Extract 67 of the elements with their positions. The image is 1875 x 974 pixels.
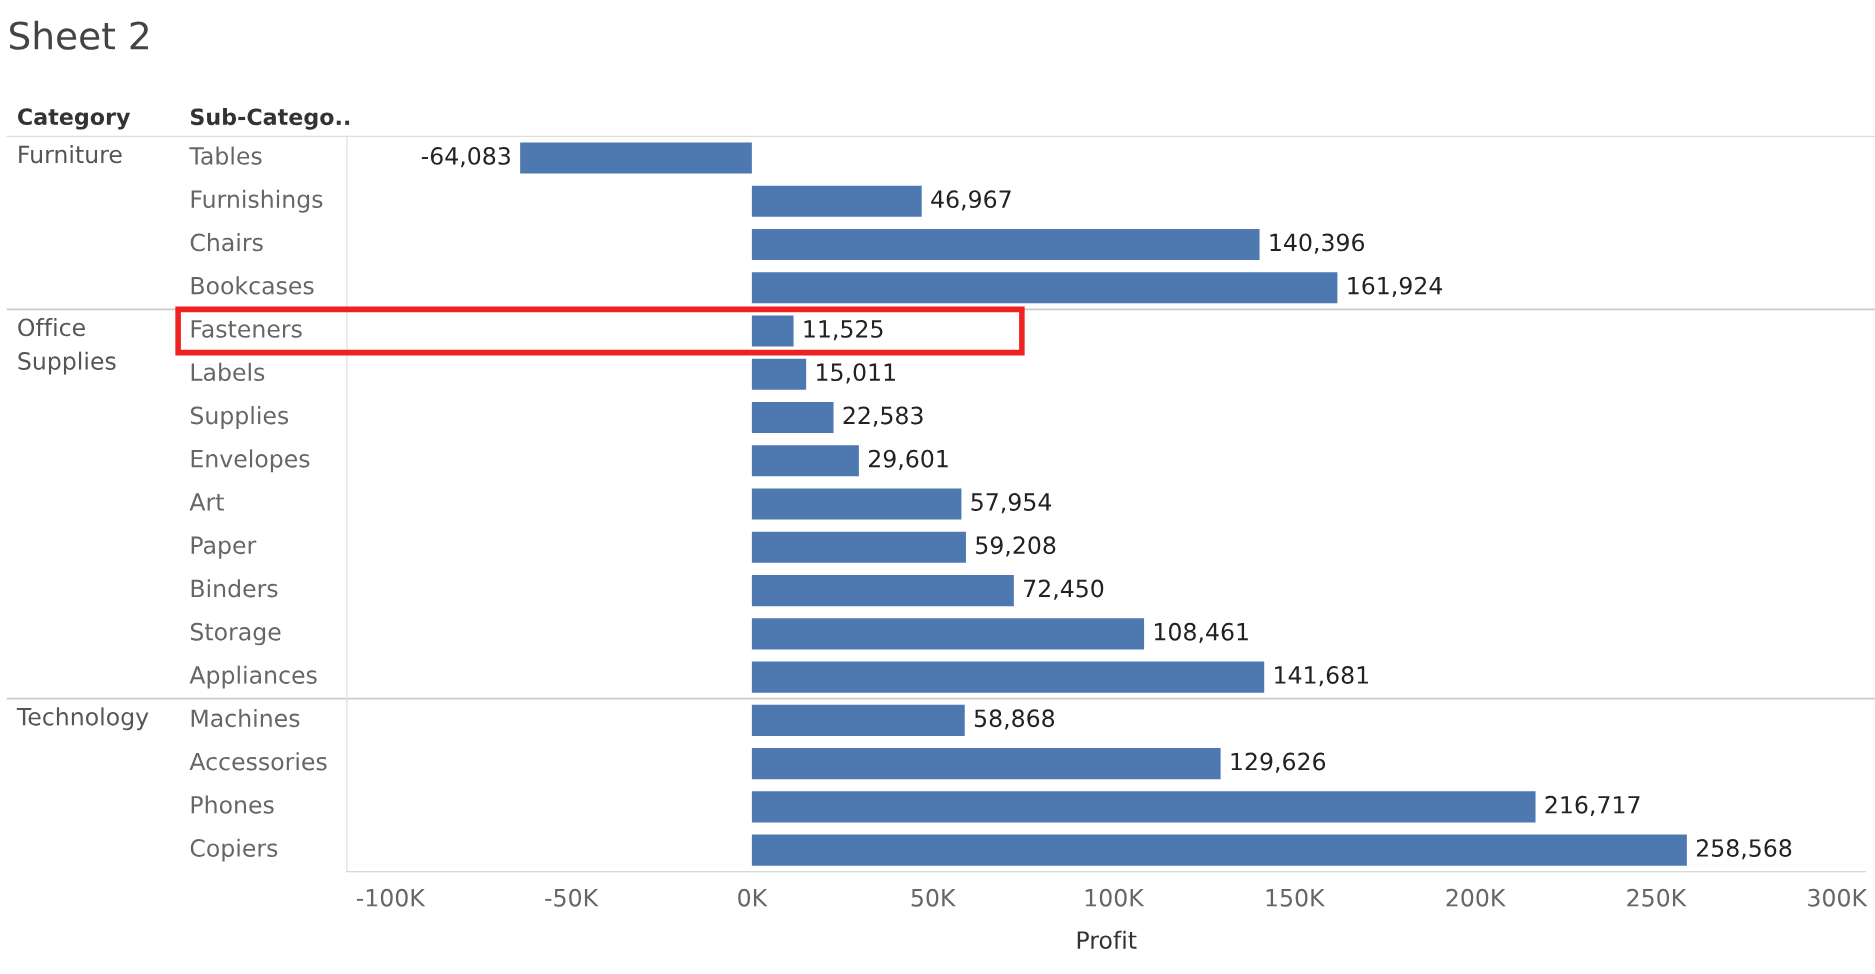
bar [751, 834, 1687, 866]
text: Office Supplies [18, 318, 116, 375]
bar [751, 791, 1536, 823]
y-tick-label: Appliances [189, 665, 317, 689]
y-tick-label: Storage [190, 622, 281, 646]
text: Furniture [19, 145, 122, 164]
bar [751, 488, 962, 520]
data-label: -64,083 [421, 146, 510, 168]
y-tick-label: Accessories [189, 752, 327, 771]
data-label: 108,461 [1155, 622, 1248, 644]
bar [751, 661, 1265, 693]
bar [751, 315, 794, 347]
data-label: 141,681 [1275, 666, 1368, 687]
data-label: 29,601 [868, 449, 948, 471]
data-label: 22,583 [843, 406, 923, 427]
data-label: 11,525 [804, 320, 883, 341]
y-tick-label: Fasteners [191, 320, 302, 338]
bar [751, 358, 807, 390]
data-label: 129,626 [1231, 752, 1326, 773]
text: Technology [16, 707, 149, 731]
bar [751, 445, 859, 477]
data-label: 216,717 [1545, 795, 1640, 817]
bar [520, 142, 752, 174]
x-tick-label: 50K [911, 888, 956, 907]
x-tick-label: 150K [1266, 888, 1326, 907]
data-label: 258,568 [1696, 839, 1792, 860]
y-tick-label: Supplies [190, 406, 289, 429]
data-label: 140,396 [1270, 233, 1365, 254]
x-tick-label: -50K [545, 888, 599, 907]
x-tick-label: 0K [738, 888, 768, 907]
y-tick-label: Tables [189, 146, 262, 165]
y-tick-label: Binders [191, 579, 278, 598]
text: Category [17, 108, 131, 130]
y-tick-label: Furnishings [191, 189, 323, 213]
bar [751, 748, 1221, 780]
y-tick-label: Paper [191, 536, 257, 559]
y-tick-label: Bookcases [191, 276, 314, 295]
y-tick-label: Copiers [190, 838, 278, 862]
bar [751, 618, 1145, 650]
x-tick-label: -100K [356, 888, 426, 907]
y-tick-label: Labels [191, 362, 265, 382]
text: Sub-Catego.. [190, 107, 350, 130]
x-axis-title: Profit [1077, 930, 1137, 949]
y-tick-label: Phones [191, 795, 274, 814]
bar [751, 228, 1260, 261]
bar [751, 574, 1014, 607]
data-label: 57,954 [971, 493, 1052, 514]
x-tick-label: 300K [1808, 888, 1868, 907]
data-label: 58,868 [974, 709, 1055, 730]
data-label: 161,924 [1348, 276, 1443, 298]
y-tick-label: Machines [191, 708, 300, 728]
y-tick-label: Art [189, 493, 224, 511]
y-tick-label: Chairs [190, 233, 263, 252]
data-label: 15,011 [817, 363, 895, 384]
bar [751, 185, 922, 217]
bar [751, 401, 834, 434]
data-label: 72,450 [1024, 579, 1104, 600]
x-tick-label: 250K [1627, 888, 1687, 907]
chart-title: Sheet 2 [9, 20, 148, 50]
x-tick-label: 200K [1446, 888, 1506, 907]
y-tick-label: Envelopes [191, 449, 310, 473]
data-label: 46,967 [931, 190, 1011, 211]
bar [751, 272, 1338, 304]
x-tick-label: 100K [1085, 888, 1145, 907]
bar [751, 531, 966, 563]
data-label: 59,208 [976, 536, 1056, 557]
bar [751, 704, 965, 736]
